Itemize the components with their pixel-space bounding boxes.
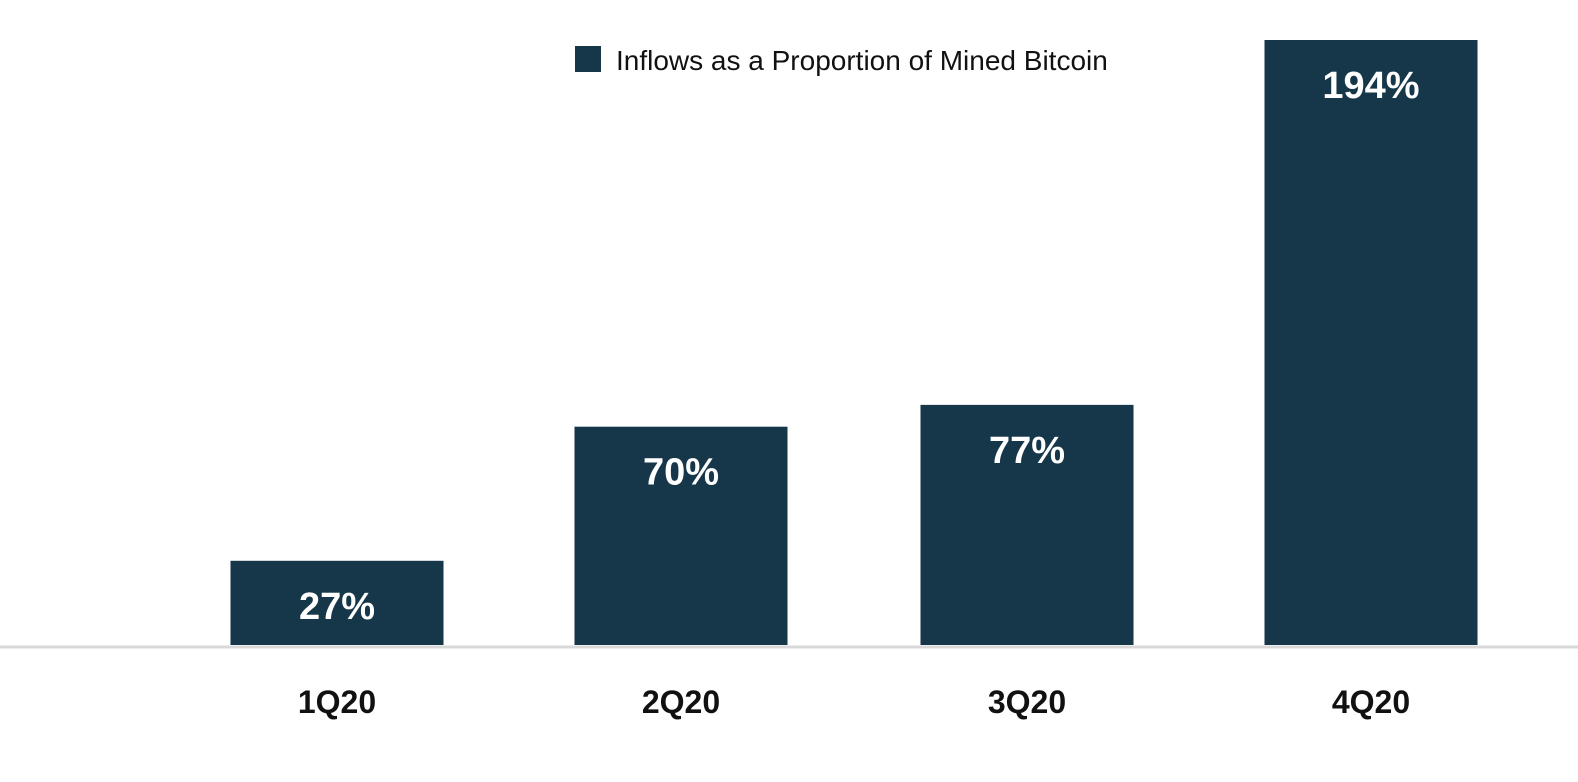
data-label-2q20: 70% — [643, 452, 719, 494]
x-tick-label-4q20: 4Q20 — [1332, 684, 1410, 720]
bar-3q20 — [920, 404, 1134, 645]
bar-1q20 — [230, 560, 444, 645]
x-tick-labels-group: 1Q20 2Q20 3Q20 4Q20 — [298, 684, 1410, 720]
legend-swatch — [575, 46, 601, 72]
bar-labels-group: 27% 70% 77% 194% — [299, 65, 1420, 628]
data-label-1q20: 27% — [299, 586, 375, 628]
x-tick-label-3q20: 3Q20 — [988, 684, 1066, 720]
legend: Inflows as a Proportion of Mined Bitcoin — [575, 45, 1108, 76]
data-label-3q20: 77% — [989, 430, 1065, 472]
bars-group — [230, 40, 1478, 645]
x-tick-label-1q20: 1Q20 — [298, 684, 376, 720]
data-label-4q20: 194% — [1322, 65, 1419, 107]
bar-4q20 — [1264, 40, 1478, 645]
legend-label: Inflows as a Proportion of Mined Bitcoin — [616, 45, 1108, 76]
x-tick-label-2q20: 2Q20 — [642, 684, 720, 720]
bar-2q20 — [574, 426, 788, 645]
